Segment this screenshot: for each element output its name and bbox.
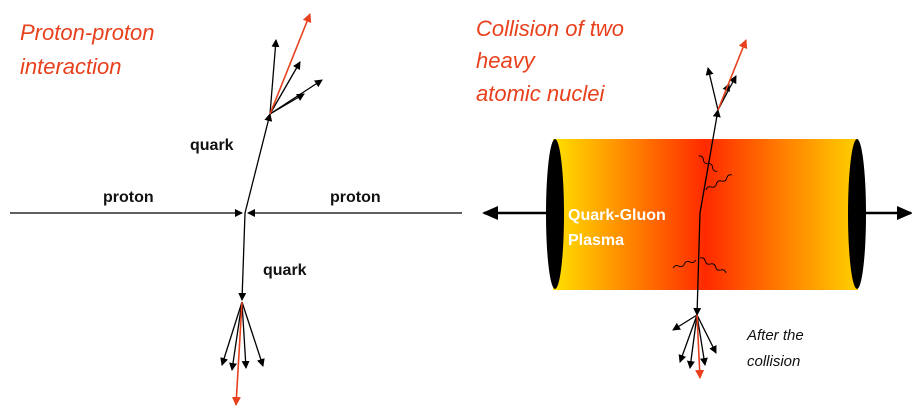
gluon bbox=[699, 257, 727, 274]
title-line: heavy bbox=[476, 48, 537, 73]
pp-diagram: Proton-proton interaction quark proton p… bbox=[10, 13, 462, 406]
gluon bbox=[698, 155, 718, 172]
quark-arrow bbox=[699, 109, 721, 214]
jet bbox=[241, 301, 265, 367]
label: proton bbox=[103, 189, 154, 206]
jet-leading bbox=[231, 301, 243, 406]
label: quark bbox=[263, 262, 307, 279]
quark-arrow bbox=[238, 212, 247, 301]
aa-diagram: Collision of two heavy atomic nuclei Qua… bbox=[476, 16, 912, 379]
note: collision bbox=[747, 353, 800, 370]
jet bbox=[269, 61, 301, 115]
jet bbox=[269, 93, 305, 115]
quark-arrow bbox=[244, 113, 273, 214]
title-line: Proton-proton bbox=[20, 20, 155, 45]
plasma-cylinder bbox=[553, 139, 858, 290]
jet bbox=[241, 301, 250, 369]
nucleus bbox=[848, 139, 866, 289]
jet-leading bbox=[717, 39, 748, 111]
jet bbox=[705, 67, 719, 111]
jet-leading bbox=[695, 314, 705, 379]
nucleus bbox=[546, 139, 564, 289]
jet bbox=[229, 301, 243, 371]
plasma-label: Plasma bbox=[568, 232, 624, 249]
note: After the bbox=[746, 327, 804, 344]
jet bbox=[696, 314, 717, 354]
label: quark bbox=[190, 137, 234, 154]
jet bbox=[220, 301, 243, 366]
jet bbox=[269, 39, 280, 115]
plasma-label: Quark-Gluon bbox=[568, 207, 666, 224]
jet bbox=[672, 314, 698, 331]
jet-leading bbox=[269, 13, 312, 115]
title-line: atomic nuclei bbox=[476, 81, 606, 106]
gluon bbox=[672, 259, 697, 269]
gluon bbox=[705, 174, 733, 191]
title-line: interaction bbox=[20, 54, 122, 79]
title-line: Collision of two bbox=[476, 16, 624, 41]
label: proton bbox=[330, 189, 381, 206]
jet bbox=[696, 314, 708, 366]
jet bbox=[686, 314, 698, 369]
quark-arrow bbox=[693, 212, 702, 316]
jet bbox=[678, 314, 698, 363]
